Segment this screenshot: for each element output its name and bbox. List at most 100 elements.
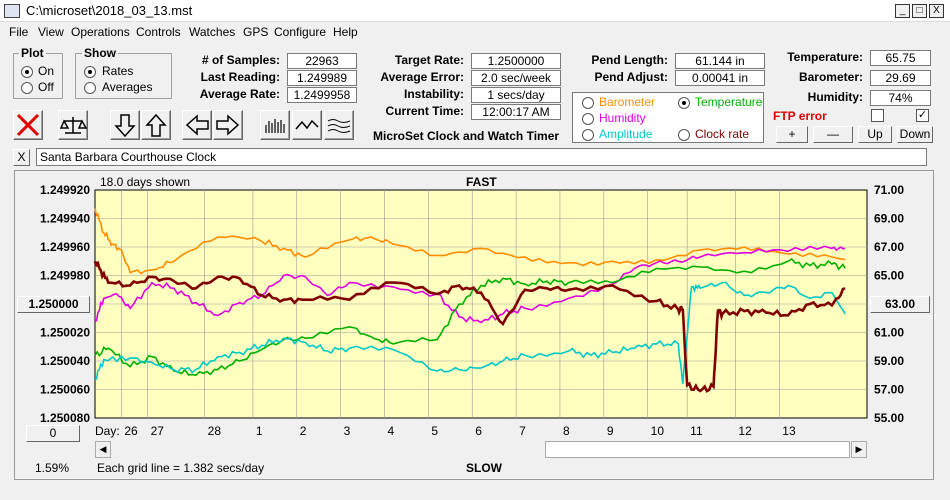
current-time-label: Current Time:	[385, 104, 464, 118]
menu-gps[interactable]: GPS	[243, 25, 269, 39]
day-tick-label: 10	[651, 424, 665, 438]
smooth-view-button[interactable]	[324, 110, 354, 140]
menu-view[interactable]: View	[38, 25, 64, 39]
window-title: C:\microset\2018_03_13.mst	[26, 3, 193, 18]
humidity-radio[interactable]	[582, 113, 594, 125]
amplitude-radio[interactable]	[582, 129, 594, 141]
up-button[interactable]: Up	[858, 126, 892, 143]
show-rates-radio[interactable]	[84, 66, 96, 78]
red-x-icon	[16, 113, 40, 137]
percent-label: 1.59%	[35, 461, 70, 475]
average-rate-value: 1.2499958	[287, 87, 357, 103]
barometer-radio[interactable]	[582, 97, 594, 109]
left-center-button[interactable]: 1.250000	[17, 296, 90, 313]
left-tick-label: 1.250060	[40, 383, 90, 397]
ftp-error-label: FTP error	[773, 109, 827, 123]
right-tick-label: 61.00	[874, 326, 904, 340]
left-tick-label: 1.249940	[40, 212, 90, 226]
clock-rate-option-label: Clock rate	[695, 127, 750, 141]
instability-value: 1 secs/day	[471, 87, 561, 103]
right-tick-label: 69.00	[874, 212, 904, 226]
arrow-down-icon	[114, 114, 136, 138]
slow-label: SLOW	[466, 461, 502, 475]
close-button[interactable]: X	[929, 4, 944, 18]
left-tick-label: 1.250020	[40, 326, 90, 340]
minus-button[interactable]: —	[813, 126, 853, 143]
menu-watches[interactable]: Watches	[189, 25, 236, 39]
day-tick-label: 1	[256, 424, 263, 438]
amplitude-option-label: Amplitude	[599, 127, 653, 141]
left-tick-label: 1.249980	[40, 269, 90, 283]
menu-operations[interactable]: Operations	[71, 25, 130, 39]
humidity-value: 74%	[870, 90, 931, 106]
plot-on-label: On	[38, 64, 55, 78]
left-tick-label: 1.249920	[40, 183, 90, 197]
stop-button[interactable]	[13, 110, 43, 140]
day-tick-label: 3	[344, 424, 351, 438]
app-title-label: MicroSet Clock and Watch Timer	[373, 129, 560, 143]
day-tick-label: 2	[300, 424, 307, 438]
ftp-checkbox-2[interactable]: ✓	[916, 109, 929, 122]
current-time-value: 12:00:17 AM	[471, 104, 561, 120]
arrow-up-button[interactable]	[141, 110, 171, 140]
scroll-thumb[interactable]	[545, 441, 850, 458]
balance-button[interactable]	[58, 110, 88, 140]
right-tick-label: 55.00	[874, 411, 904, 425]
close-clock-button[interactable]: X	[13, 149, 30, 166]
show-averages-radio[interactable]	[84, 82, 96, 94]
average-error-label: Average Error:	[380, 70, 464, 84]
horizontal-scrollbar[interactable]: ◀ ▶	[95, 441, 867, 458]
pend-adjust-label: Pend Adjust:	[594, 70, 668, 84]
right-center-button[interactable]: 63.00	[870, 296, 930, 313]
day-tick-label: 7	[519, 424, 526, 438]
day-tick-label: 27	[151, 424, 165, 438]
menu-help[interactable]: Help	[333, 25, 358, 39]
scroll-left-arrow-icon[interactable]: ◀	[95, 441, 111, 458]
arrow-left-button[interactable]	[182, 110, 212, 140]
down-button[interactable]: Down	[897, 126, 933, 143]
temperature-radio[interactable]	[678, 97, 690, 109]
day-tick-label: 5	[431, 424, 438, 438]
day-tick-label: 9	[607, 424, 614, 438]
pend-adjust-value: 0.00041 in	[675, 70, 765, 86]
day-tick-label: 26	[124, 424, 138, 438]
arrow-right-button[interactable]	[213, 110, 243, 140]
instability-label: Instability:	[403, 87, 464, 101]
right-tick-label: 71.00	[874, 183, 904, 197]
day-tick-label: 6	[475, 424, 482, 438]
menu-controls[interactable]: Controls	[136, 25, 181, 39]
day-tick-label: 12	[738, 424, 752, 438]
app-icon	[4, 4, 20, 18]
minimize-button[interactable]: _	[895, 4, 910, 18]
series-selector	[572, 92, 764, 143]
humidity-label: Humidity:	[807, 90, 863, 104]
show-averages-label: Averages	[102, 80, 153, 94]
plot-off-radio[interactable]	[21, 82, 33, 94]
maximize-button[interactable]: □	[912, 4, 927, 18]
ftp-checkbox-1[interactable]	[871, 109, 884, 122]
bars-view-button[interactable]	[260, 110, 290, 140]
arrow-left-icon	[185, 114, 209, 136]
temperature-value: 65.75	[870, 50, 931, 66]
show-group-title: Show	[82, 46, 118, 60]
plot-on-radio[interactable]	[21, 66, 33, 78]
plot-group-title: Plot	[19, 46, 46, 60]
arrow-down-button[interactable]	[110, 110, 140, 140]
barometer-option-label: Barometer	[599, 95, 656, 109]
clock-name-field[interactable]: Santa Barbara Courthouse Clock	[36, 148, 927, 166]
zero-button[interactable]: 0	[26, 425, 80, 442]
menu-file[interactable]: File	[9, 25, 29, 39]
day-label: Day:	[95, 424, 120, 438]
right-tick-label: 57.00	[874, 383, 904, 397]
scroll-right-arrow-icon[interactable]: ▶	[851, 441, 867, 458]
menu-configure[interactable]: Configure	[274, 25, 327, 39]
wave-view-button[interactable]	[292, 110, 322, 140]
right-tick-label: 65.00	[874, 269, 904, 283]
plus-button[interactable]: +	[776, 126, 808, 143]
average-rate-label: Average Rate:	[199, 87, 280, 101]
barometer-value: 29.69	[870, 70, 931, 86]
show-group	[75, 53, 172, 99]
day-tick-label: 28	[208, 424, 222, 438]
clock-rate-radio[interactable]	[678, 129, 690, 141]
grid-note-label: Each grid line = 1.382 secs/day	[97, 461, 265, 475]
